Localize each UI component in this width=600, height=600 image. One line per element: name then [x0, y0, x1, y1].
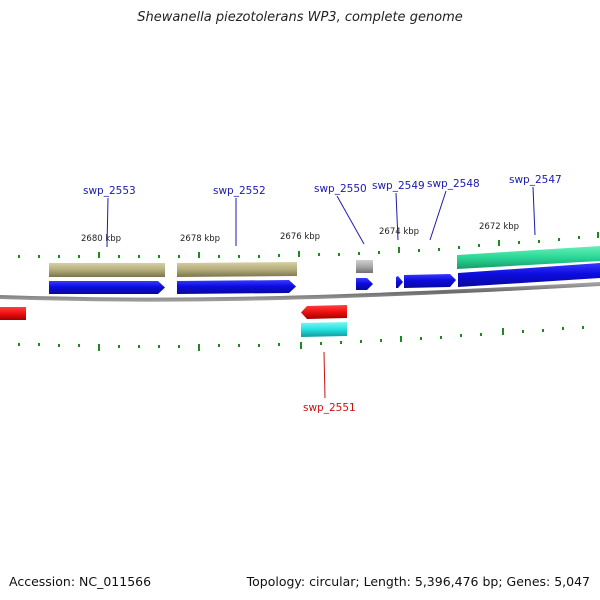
gene-arrow-swp-2548[interactable]: [404, 274, 456, 288]
cds-bar-swp-2551[interactable]: [301, 322, 347, 337]
genome-summary-text: Topology: circular; Length: 5,396,476 bp…: [246, 574, 590, 589]
gene-arrow-swp-2552[interactable]: [177, 280, 296, 294]
cds-bar[interactable]: [356, 260, 373, 273]
scale-label: 2676 kbp: [280, 232, 320, 242]
gene-label-swp-2553[interactable]: swp_2553: [83, 185, 136, 197]
outer-tick-ring: [18, 232, 599, 258]
scale-label: 2672 kbp: [479, 222, 519, 232]
accession-text: Accession: NC_011566: [9, 574, 152, 589]
genome-backbone: [0, 282, 600, 302]
forward-strand-track: [49, 263, 600, 294]
gene-label-swp-2552[interactable]: swp_2552: [213, 185, 266, 197]
gene-label-swp-2550[interactable]: swp_2550: [314, 183, 367, 195]
genome-title: Shewanella piezotolerans WP3, complete g…: [137, 10, 463, 25]
cds-bar[interactable]: [177, 262, 297, 277]
label-leaders: [106, 186, 536, 399]
reverse-strand-track: [0, 305, 347, 337]
scale-label: 2674 kbp: [379, 227, 419, 237]
scale-label: 2678 kbp: [180, 234, 220, 244]
gene-label-swp-2548[interactable]: swp_2548: [427, 178, 480, 190]
inner-tick-ring: [18, 326, 584, 351]
scale-label: 2680 kbp: [81, 234, 121, 244]
gene-label-swp-2551[interactable]: swp_2551: [303, 402, 356, 414]
cds-track: [49, 246, 600, 277]
cds-bar[interactable]: [49, 263, 165, 277]
cds-bar[interactable]: [457, 246, 600, 269]
gene-arrow-swp-2549[interactable]: [396, 276, 403, 288]
gene-arrow-reverse-left[interactable]: [0, 307, 26, 320]
gene-arrow-swp-2547[interactable]: [458, 263, 600, 287]
gene-arrow-swp-2553[interactable]: [49, 281, 165, 294]
gene-label-swp-2549[interactable]: swp_2549: [372, 180, 425, 192]
gene-arrow-swp-2551[interactable]: [301, 305, 347, 319]
gene-arrow-swp-2550[interactable]: [356, 278, 373, 290]
gene-label-swp-2547[interactable]: swp_2547: [509, 174, 562, 186]
